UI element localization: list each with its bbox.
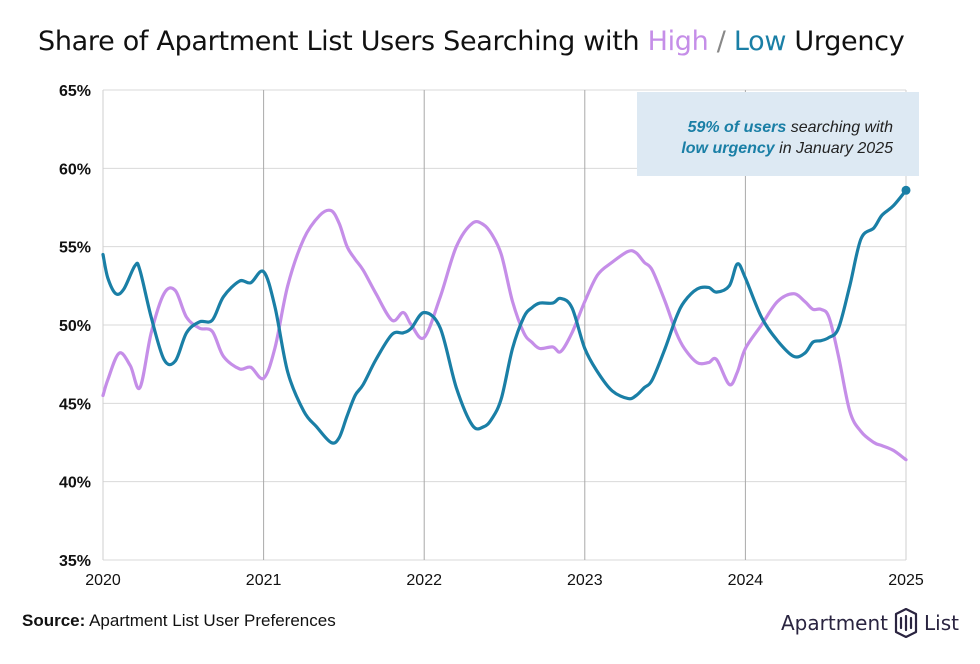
title-high-label: High [647, 26, 709, 57]
title-separator: / [716, 26, 726, 57]
x-tick-label: 2021 [246, 572, 282, 589]
source-text: Apartment List User Preferences [89, 611, 336, 630]
x-tick-label: 2023 [567, 572, 603, 589]
annotation-line2-emphasis: low urgency [681, 140, 775, 157]
title-low-label: Low [733, 26, 787, 57]
logo-mark-icon [894, 608, 918, 638]
x-tick-label: 2025 [888, 572, 924, 589]
x-axis-ticks: 2020 2021 2022 2023 2024 2025 [85, 572, 924, 589]
y-tick-label: 65% [59, 83, 91, 100]
y-tick-label: 40% [59, 475, 91, 492]
line-chart: 35%40%45%50%55%60%65% 2020 2021 2022 2023 20… [59, 83, 924, 589]
series-line-low [101, 188, 908, 445]
logo-text-right: List [924, 611, 959, 635]
series-line-high [101, 208, 908, 462]
y-tick-label: 45% [59, 396, 91, 413]
annotation-line2-rest: in January 2025 [774, 140, 893, 157]
chart-series [101, 185, 911, 462]
source-note: Source: Apartment List User Preferences [22, 611, 336, 631]
y-axis-ticks: 35% 40% 45% 50% 55% 60% 65% [59, 83, 91, 570]
annotation-line1-rest: searching with [786, 119, 893, 136]
title-prefix: Share of Apartment List Users Searching … [38, 26, 640, 57]
source-label: Source: [22, 611, 86, 630]
logo-text-left: Apartment [781, 611, 889, 635]
annotation-line1-emphasis: 59% of users [687, 119, 787, 136]
y-tick-label: 55% [59, 240, 91, 257]
x-tick-label: 2020 [85, 572, 121, 589]
title-suffix: Urgency [794, 26, 905, 57]
y-tick-label: 50% [59, 318, 91, 335]
apartment-list-logo: Apartment List [781, 606, 959, 640]
y-tick-label: 35% [59, 553, 91, 570]
chart-title: Share of Apartment List Users Searching … [38, 26, 905, 57]
x-tick-label: 2022 [406, 572, 442, 589]
y-tick-label: 60% [59, 161, 91, 178]
low-series-end-marker [901, 185, 911, 195]
annotation-box: 59% of users searching with low urgency … [637, 92, 919, 176]
annotation-text: 59% of users searching with low urgency … [681, 117, 893, 159]
x-tick-label: 2024 [728, 572, 764, 589]
